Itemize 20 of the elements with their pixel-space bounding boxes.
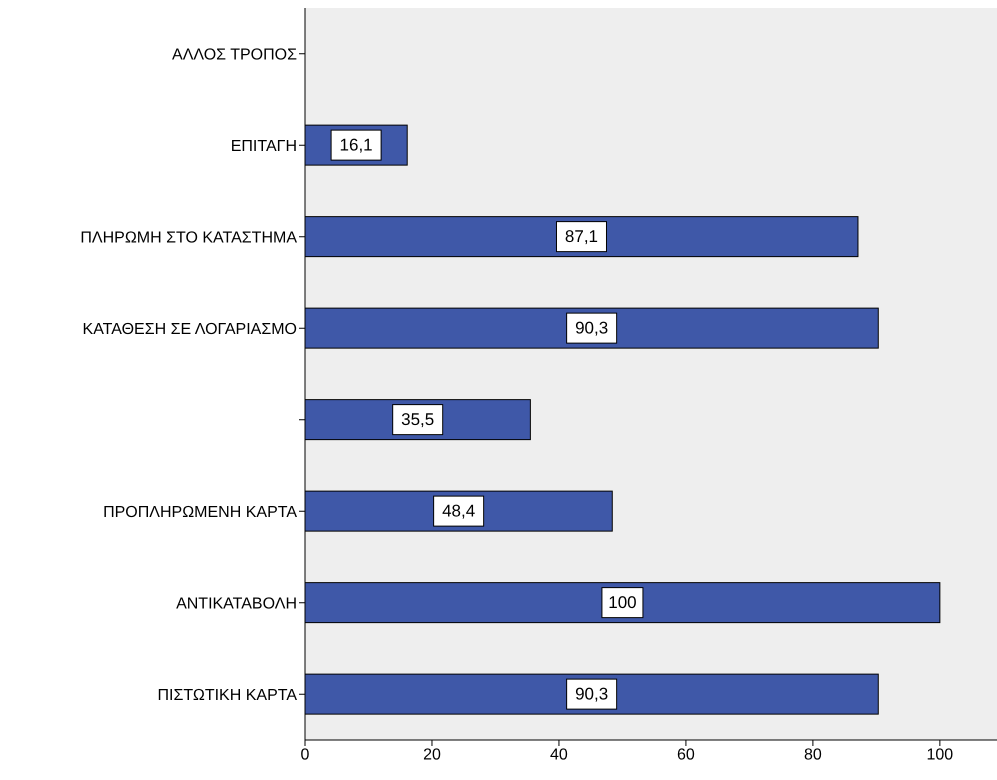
data-label: 90,3 bbox=[575, 684, 608, 704]
data-label: 100 bbox=[608, 593, 637, 612]
x-tick-label: 40 bbox=[550, 746, 568, 764]
x-tick-label: 20 bbox=[423, 746, 441, 764]
data-label: 90,3 bbox=[575, 318, 608, 338]
y-tick-label: ΠΡΟΠΛΗΡΩΜΕΝΗ ΚΑΡΤΑ bbox=[103, 504, 298, 521]
data-label: 35,5 bbox=[401, 410, 434, 430]
data-label: 48,4 bbox=[442, 502, 476, 521]
x-tick-label: 80 bbox=[804, 746, 822, 764]
data-label: 87,1 bbox=[564, 227, 598, 246]
y-tick-label: ΕΠΙΤΑΓΗ bbox=[230, 138, 297, 155]
x-tick-label: 100 bbox=[926, 746, 954, 764]
y-tick-label: ΠΙΣΤΩΤΙΚΗ ΚΑΡΤΑ bbox=[158, 686, 298, 704]
x-tick-label: 60 bbox=[677, 746, 695, 764]
x-tick-label: 0 bbox=[300, 746, 310, 764]
y-tick-label: ΠΛΗΡΩΜΗ ΣΤΟ ΚΑΤΑΣΤΗΜΑ bbox=[80, 229, 298, 246]
y-tick-label: ΚΑΤΑΘΕΣΗ ΣΕ ΛΟΓΑΡΙΑΣΜΟ bbox=[82, 320, 297, 338]
y-tick-label: ΑΝΤΙΚΑΤΑΒΟΛΗ bbox=[176, 595, 297, 612]
y-tick-label: ΑΛΛΟΣ ΤΡΟΠΟΣ bbox=[172, 46, 298, 64]
data-label: 16,1 bbox=[340, 136, 373, 155]
